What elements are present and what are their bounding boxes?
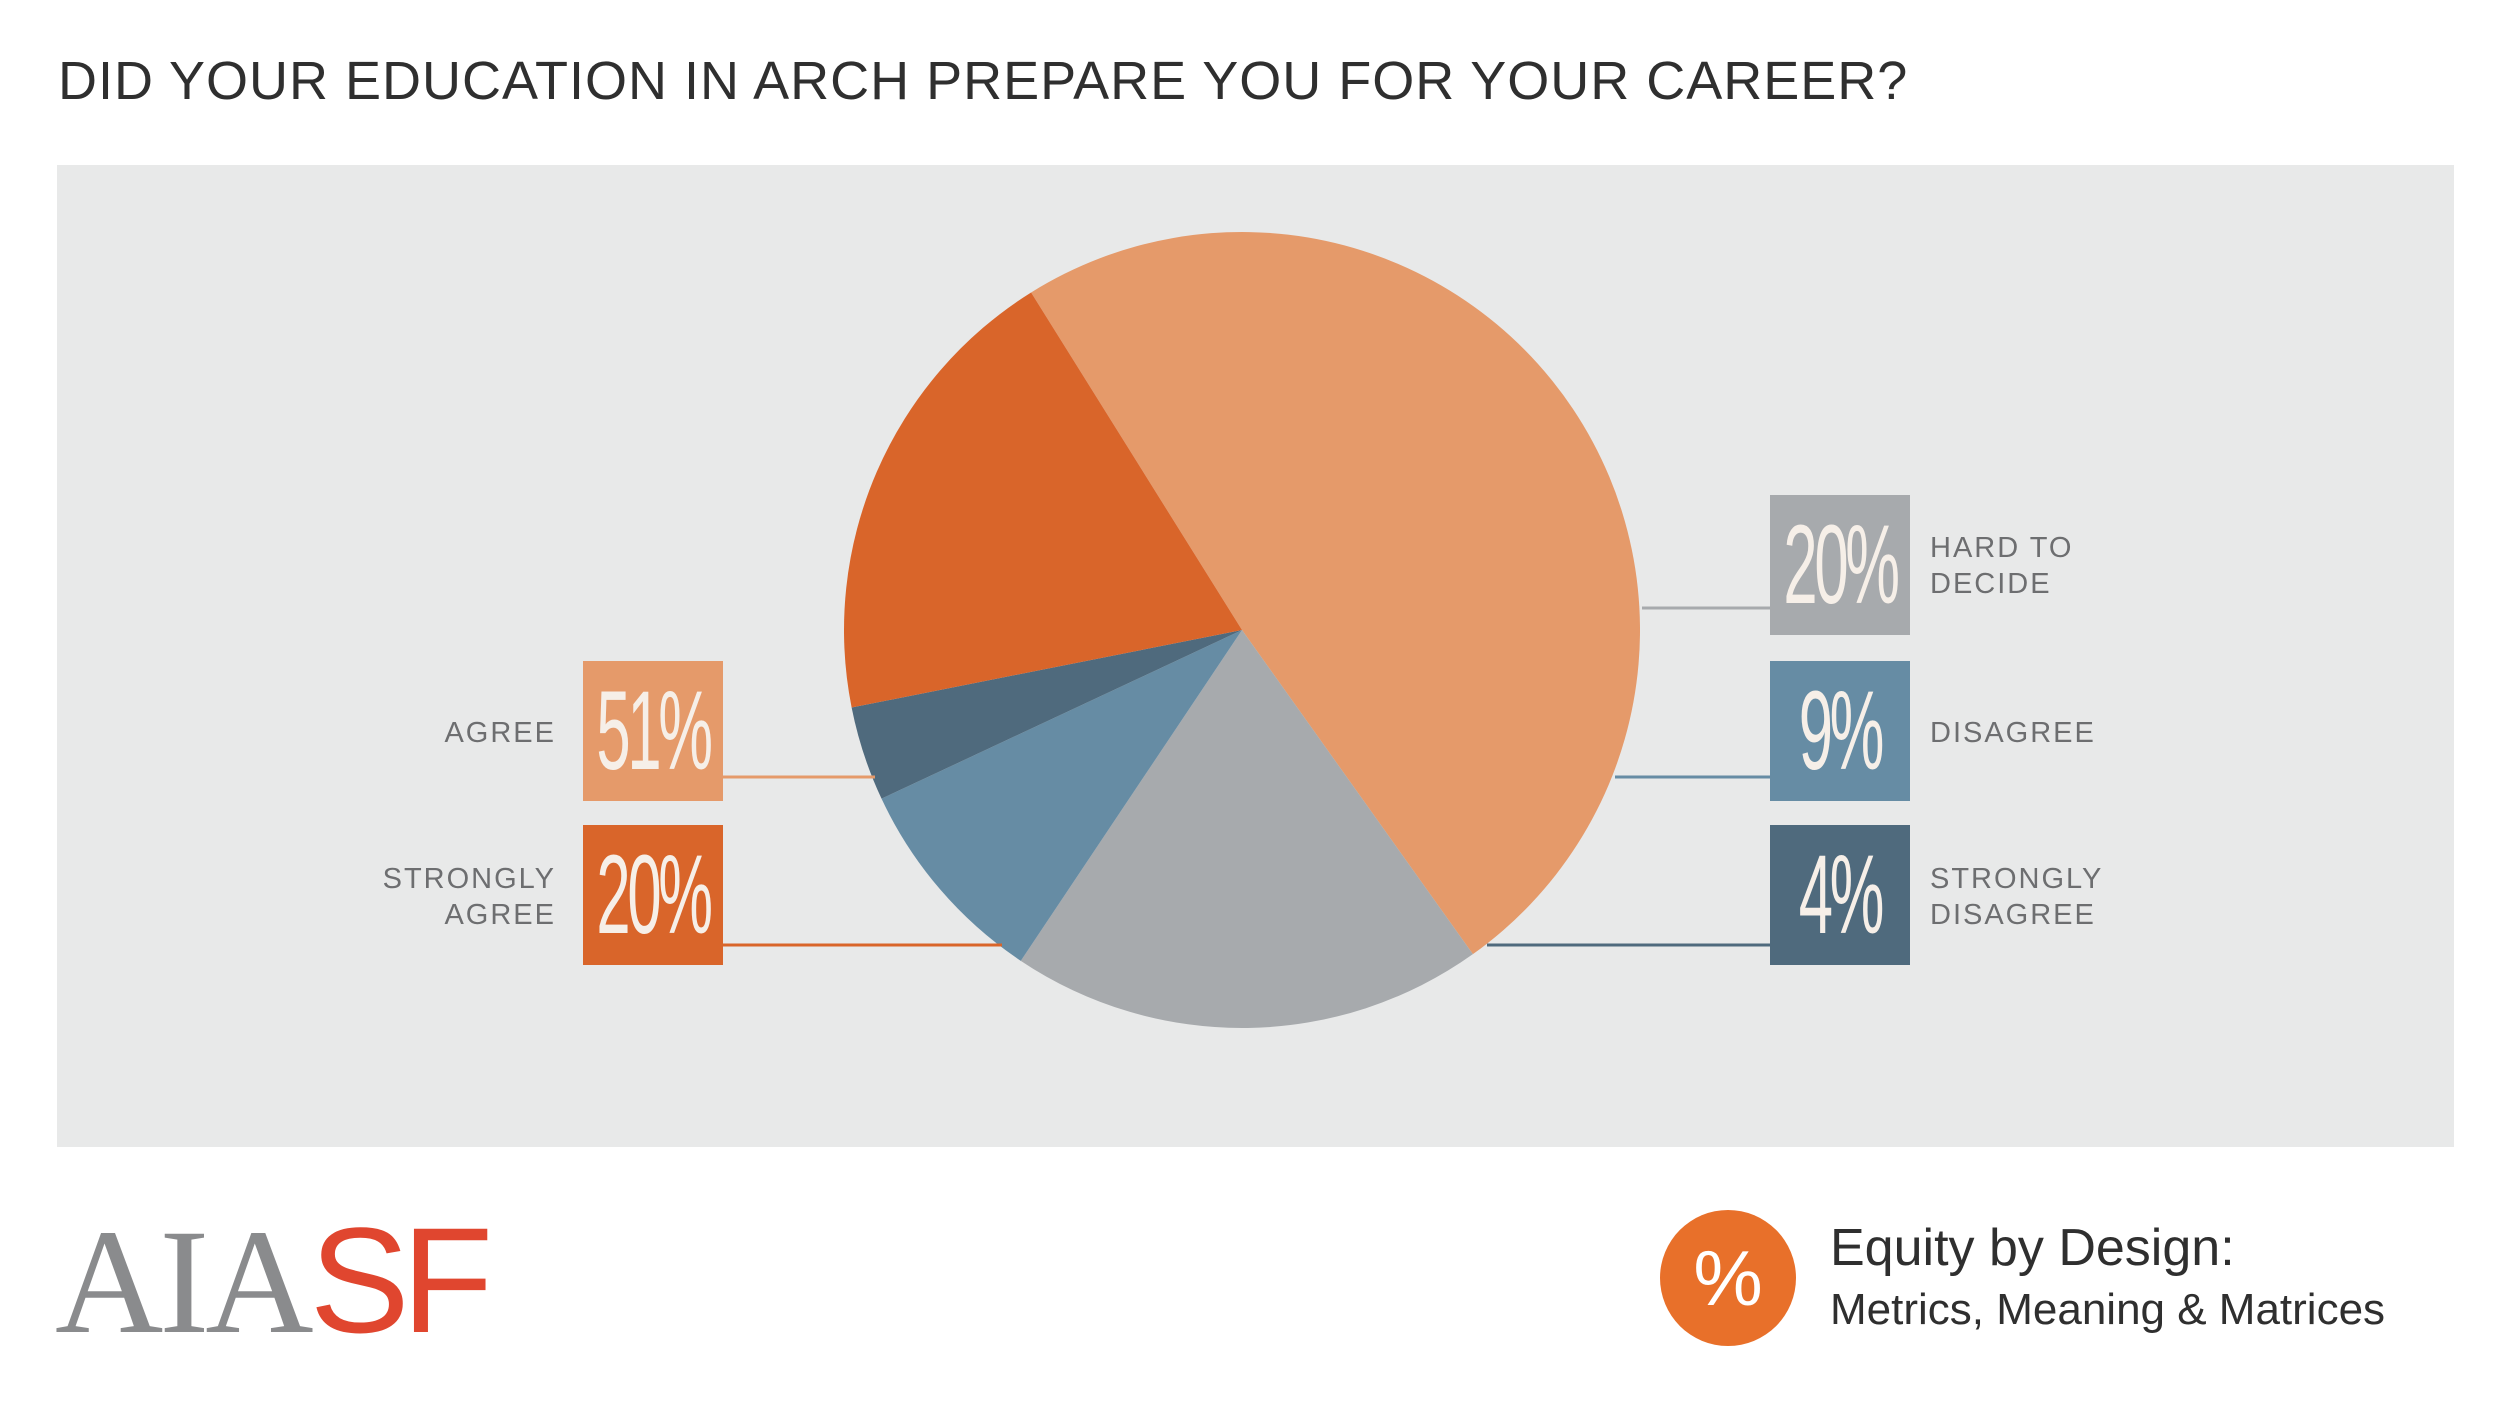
aiasf-logo: AIASF	[55, 1196, 493, 1365]
percent-badge-icon: %	[1660, 1210, 1796, 1346]
chart-title: DID YOUR EDUCATION IN ARCH PREPARE YOU F…	[58, 51, 1909, 111]
pie-chart	[723, 231, 1770, 1028]
pct-box-strongly-agree: 20%	[583, 825, 723, 965]
brand-subtitle: Metrics, Meaning & Matrices	[1830, 1285, 2386, 1334]
label-hard-to-decide: HARD TO DECIDE	[1930, 532, 2074, 600]
pct-box-hard-to-decide: 20%	[1770, 495, 1910, 635]
pie-slice-agree	[1031, 231, 1641, 955]
pct-box-disagree: 9%	[1770, 661, 1910, 801]
label-strongly-agree: STRONGLY AGREE	[382, 863, 556, 931]
pct-value-hard-to-decide: 20%	[1783, 502, 1900, 627]
pct-value-agree: 51%	[596, 668, 713, 793]
label-strongly-disagree: STRONGLY DISAGREE	[1930, 863, 2104, 931]
pie-slice-disagree	[881, 630, 1242, 961]
pct-box-agree: 51%	[583, 661, 723, 801]
label-disagree: DISAGREE	[1930, 717, 2096, 749]
pct-value-strongly-disagree: 4%	[1798, 832, 1885, 957]
label-agree: AGREE	[444, 717, 556, 749]
pct-value-strongly-agree: 20%	[596, 832, 713, 957]
pct-value-disagree: 9%	[1798, 668, 1885, 793]
pct-box-strongly-disagree: 4%	[1770, 825, 1910, 965]
pie-slice-strongly-agree	[844, 292, 1242, 708]
brand-title: Equity by Design:	[1830, 1219, 2235, 1277]
pie-slice-strongly-disagree	[851, 630, 1242, 799]
pie-slice-hard-to-decide	[1020, 630, 1473, 1028]
chart-panel: 51% AGREE 20% STRONGLY AGREE 20% HARD TO…	[57, 165, 2454, 1147]
